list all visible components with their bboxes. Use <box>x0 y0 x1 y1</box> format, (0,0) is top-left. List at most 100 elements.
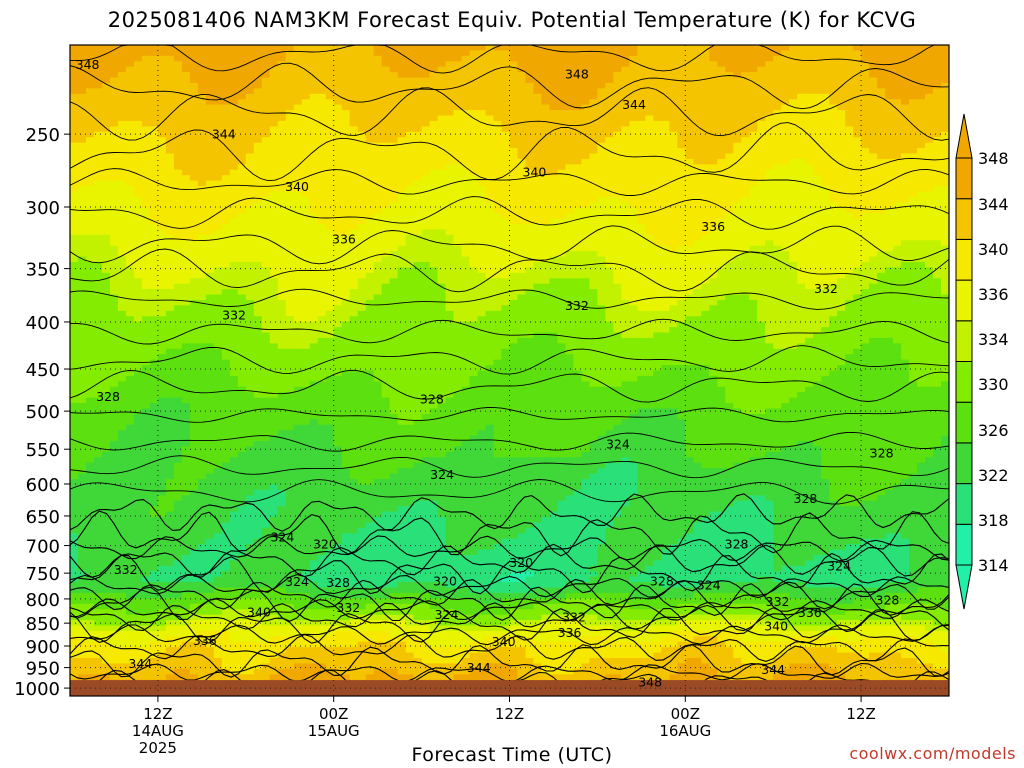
theta-e-cell <box>797 240 806 247</box>
theta-e-cell <box>101 72 111 79</box>
theta-e-cell <box>165 169 175 176</box>
theta-e-cell <box>813 169 822 176</box>
theta-e-cell <box>821 66 830 73</box>
theta-e-cell <box>789 213 798 220</box>
theta-e-cell <box>685 256 694 263</box>
theta-e-cell <box>453 262 463 269</box>
theta-e-cell <box>269 283 279 290</box>
theta-e-cell <box>461 283 471 290</box>
theta-e-cell <box>141 115 151 122</box>
theta-e-cell <box>397 191 407 198</box>
theta-e-cell <box>581 131 591 138</box>
theta-e-cell <box>573 272 583 279</box>
theta-e-cell <box>525 229 535 236</box>
theta-e-cell <box>661 164 670 171</box>
theta-e-cell <box>941 234 949 241</box>
theta-e-cell <box>517 278 527 285</box>
theta-e-cell <box>749 218 758 225</box>
theta-e-cell <box>941 186 949 193</box>
theta-e-cell <box>221 224 231 231</box>
theta-e-cell <box>933 278 942 285</box>
theta-e-cell <box>77 137 87 144</box>
theta-e-cell <box>581 267 591 274</box>
theta-e-cell <box>893 229 902 236</box>
theta-e-cell <box>509 55 519 62</box>
theta-e-cell <box>413 120 423 127</box>
theta-e-cell <box>725 272 734 279</box>
theta-e-cell <box>741 72 750 79</box>
theta-e-cell <box>837 142 846 149</box>
theta-e-cell <box>261 175 271 182</box>
theta-e-cell <box>877 202 886 209</box>
theta-e-cell <box>589 72 598 79</box>
theta-e-cell <box>925 191 934 198</box>
theta-e-cell <box>261 55 271 62</box>
theta-e-cell <box>309 207 319 214</box>
theta-e-cell <box>869 262 878 269</box>
theta-e-cell <box>741 207 750 214</box>
theta-e-cell <box>253 283 263 290</box>
theta-e-cell <box>829 229 838 236</box>
theta-e-cell <box>733 120 742 127</box>
theta-e-cell <box>317 213 327 220</box>
theta-e-cell <box>869 180 878 187</box>
theta-e-cell <box>485 186 495 193</box>
theta-e-cell <box>301 142 311 149</box>
theta-e-cell <box>397 164 407 171</box>
theta-e-cell <box>925 245 934 252</box>
theta-e-cell <box>181 240 191 247</box>
theta-e-cell <box>373 148 383 155</box>
theta-e-cell <box>293 234 303 241</box>
theta-e-cell <box>853 115 862 122</box>
theta-e-cell <box>597 202 606 209</box>
theta-e-cell <box>197 120 207 127</box>
theta-e-cell <box>333 234 343 241</box>
theta-e-cell <box>717 186 726 193</box>
theta-e-cell <box>325 153 335 160</box>
theta-e-cell <box>485 278 495 285</box>
theta-e-cell <box>157 110 167 117</box>
theta-e-cell <box>773 126 782 133</box>
theta-e-cell <box>789 196 798 203</box>
theta-e-cell <box>693 158 702 165</box>
theta-e-cell <box>501 218 511 225</box>
theta-e-cell <box>869 158 878 165</box>
theta-e-cell <box>429 213 439 220</box>
theta-e-cell <box>205 148 215 155</box>
theta-e-cell <box>925 126 934 133</box>
theta-e-cell <box>469 82 479 89</box>
theta-e-cell <box>149 245 159 252</box>
theta-e-cell <box>525 45 535 52</box>
theta-e-cell <box>933 126 942 133</box>
theta-e-cell <box>893 115 902 122</box>
theta-e-cell <box>285 207 295 214</box>
theta-e-cell <box>933 229 942 236</box>
theta-e-cell <box>541 120 551 127</box>
theta-e-cell <box>565 186 575 193</box>
theta-e-cell <box>357 256 367 263</box>
theta-e-cell <box>293 186 303 193</box>
theta-e-cell <box>421 50 431 57</box>
theta-e-cell <box>405 202 415 209</box>
theta-e-cell <box>341 82 351 89</box>
theta-e-cell <box>821 240 830 247</box>
theta-e-cell <box>373 77 383 84</box>
theta-e-cell <box>341 126 351 133</box>
theta-e-cell <box>677 202 686 209</box>
theta-e-cell <box>429 61 439 68</box>
theta-e-cell <box>885 267 894 274</box>
theta-e-cell <box>285 164 295 171</box>
theta-e-cell <box>605 283 614 290</box>
theta-e-cell <box>517 72 527 79</box>
theta-e-cell <box>837 120 846 127</box>
theta-e-cell <box>541 164 551 171</box>
theta-e-cell <box>917 256 926 263</box>
theta-e-cell <box>221 126 231 133</box>
theta-e-cell <box>549 120 559 127</box>
theta-e-cell <box>741 218 750 225</box>
theta-e-cell <box>445 126 455 133</box>
theta-e-cell <box>469 137 479 144</box>
theta-e-cell <box>709 218 718 225</box>
theta-e-cell <box>293 61 303 68</box>
theta-e-cell <box>125 120 135 127</box>
